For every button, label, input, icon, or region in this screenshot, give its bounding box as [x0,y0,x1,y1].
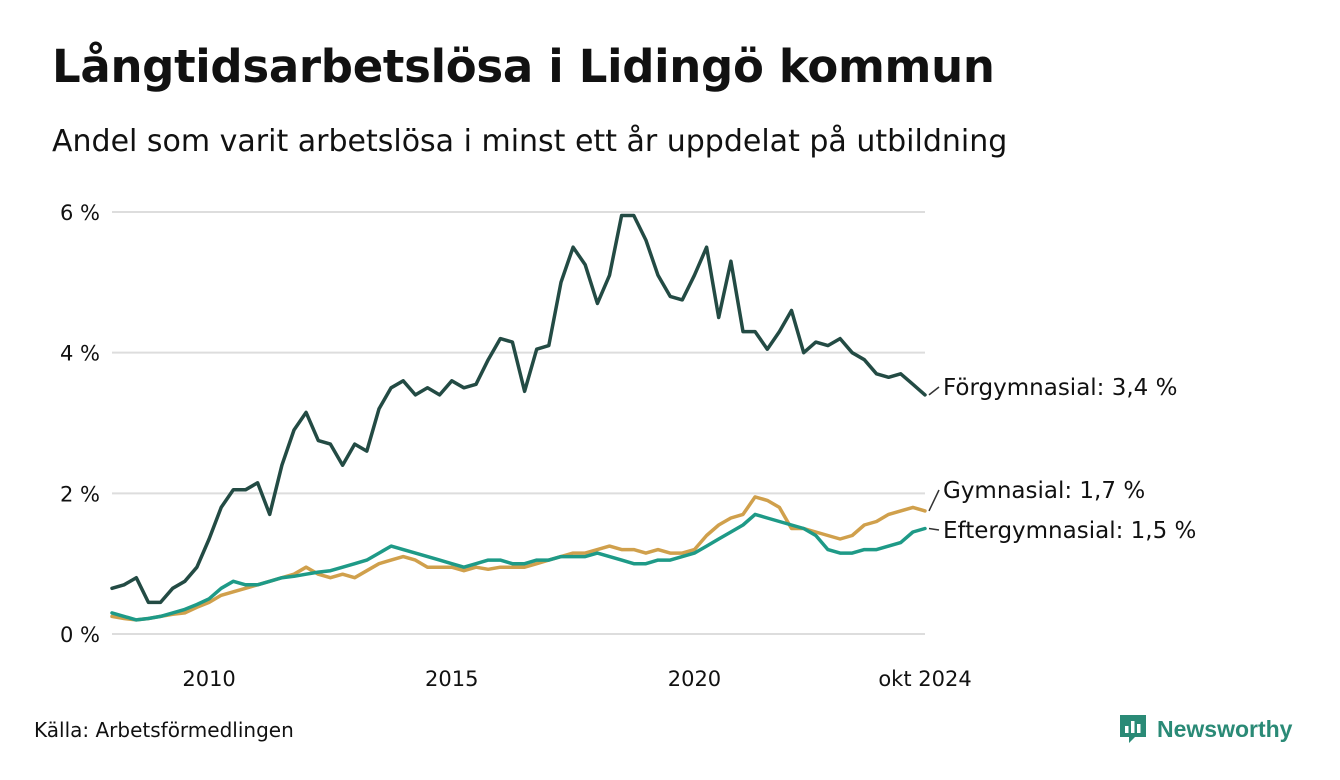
label-leader-gymnasial [928,489,940,512]
series-line-eftergymnasial [110,512,927,622]
series-labels: Förgymnasial: 3,4 % Gymnasial: 1,7 % Efter… [928,375,1196,544]
label-leader-forgymnasial [928,386,940,396]
x-tick-label: 2010 [182,667,235,691]
source-credit: Källa: Arbetsförmedlingen [34,718,294,742]
series-line-forgymnasial [110,213,927,605]
chart-subtitle: Andel som varit arbetslösa i minst ett å… [52,124,1008,159]
series-line-gymnasial [110,495,927,622]
y-tick-label: 6 % [60,201,100,225]
series-lines [110,213,927,622]
gridlines [112,211,925,635]
newsworthy-icon [1120,715,1146,743]
y-tick-label: 2 % [60,482,100,506]
x-tick-label: 2020 [668,667,721,691]
brand-name: Newsworthy [1157,715,1293,742]
x-tick-label: 2015 [425,667,478,691]
series-label-gymnasial: Gymnasial: 1,7 % [943,478,1145,504]
label-leader-eftergymnasial [928,527,940,531]
newsworthy-logo: Newsworthy [1118,713,1292,745]
y-tick-label: 0 % [60,623,100,647]
chart-title: Långtidsarbetslösa i Lidingö kommun [52,40,995,93]
series-label-eftergymnasial: Eftergymnasial: 1,5 % [943,518,1196,544]
y-axis-ticks: 0 % 2 % 4 % 6 % [60,201,100,647]
series-label-forgymnasial: Förgymnasial: 3,4 % [943,375,1177,401]
x-tick-label: okt 2024 [878,667,971,691]
x-axis-ticks: 2010 2015 2020 okt 2024 [182,667,971,691]
y-tick-label: 4 % [60,342,100,366]
